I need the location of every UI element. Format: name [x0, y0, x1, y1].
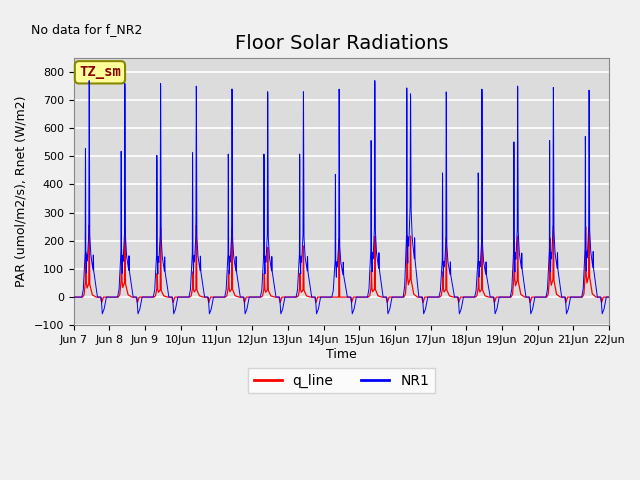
X-axis label: Time: Time	[326, 348, 356, 361]
Text: TZ_sm: TZ_sm	[79, 65, 121, 79]
Text: No data for f_NR2: No data for f_NR2	[31, 23, 142, 36]
Title: Floor Solar Radiations: Floor Solar Radiations	[235, 34, 448, 53]
Y-axis label: PAR (umol/m2/s), Rnet (W/m2): PAR (umol/m2/s), Rnet (W/m2)	[15, 96, 28, 287]
Legend: q_line, NR1: q_line, NR1	[248, 368, 435, 393]
